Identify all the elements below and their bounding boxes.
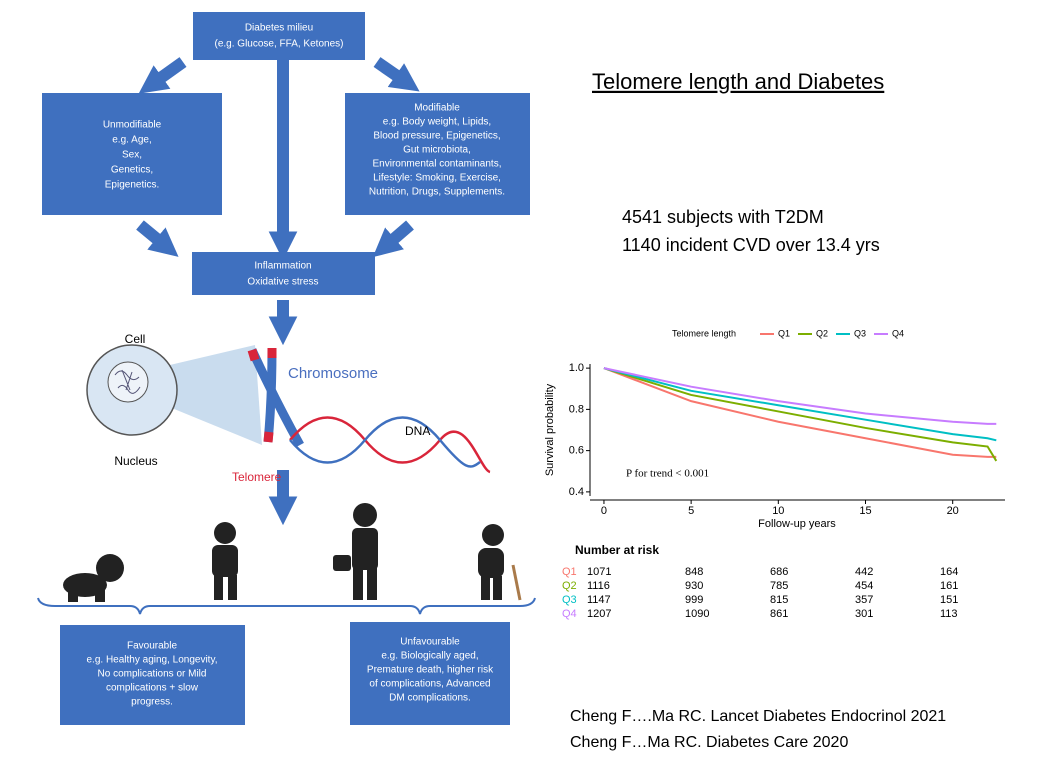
box-text: Sex, [122, 150, 142, 161]
x-tick-label: 15 [859, 505, 871, 517]
box-text: Premature death, higher risk [367, 665, 494, 676]
y-tick-label: 0.4 [569, 486, 584, 498]
risk-cell: 1071 [587, 566, 611, 578]
risk-cell: 357 [855, 594, 873, 606]
legend-label: Q1 [778, 328, 790, 338]
risk-row-label: Q4 [562, 608, 577, 620]
reference: Cheng F…Ma RC. Diabetes Care 2020 [570, 734, 848, 751]
risk-cell: 301 [855, 608, 873, 620]
risk-row-label: Q3 [562, 594, 577, 606]
x-tick-label: 20 [947, 505, 959, 517]
box-text: Modifiable [414, 103, 460, 114]
reference: Cheng F….Ma RC. Lancet Diabetes Endocrin… [570, 708, 946, 725]
risk-table-title: Number at risk [575, 543, 659, 557]
box-text: Blood pressure, Epigenetics, [373, 131, 500, 142]
telomere-label: Telomere [232, 470, 282, 484]
risk-cell: 1116 [587, 580, 610, 592]
risk-row-label: Q1 [562, 566, 577, 578]
chromosome-label: Chromosome [288, 365, 378, 382]
slide-title: Telomere length and Diabetes [592, 69, 884, 94]
y-tick-label: 0.6 [569, 445, 584, 457]
legend-label: Q3 [854, 328, 866, 338]
stress-box [192, 252, 375, 295]
box-text: DM complications. [389, 693, 471, 704]
risk-cell: 1207 [587, 608, 611, 620]
box-text: Diabetes milieu [245, 23, 313, 34]
milieu-box [193, 12, 365, 60]
risk-cell: 785 [770, 580, 788, 592]
risk-cell: 930 [685, 580, 703, 592]
risk-cell: 113 [940, 608, 958, 620]
risk-row-label: Q2 [562, 580, 577, 592]
y-axis-label: Survival probability [544, 383, 556, 476]
y-tick-label: 1.0 [569, 362, 584, 374]
box-text: Favourable [127, 641, 177, 652]
risk-cell: 686 [770, 566, 788, 578]
box-text: Gut microbiota, [403, 145, 471, 156]
box-text: Nutrition, Drugs, Supplements. [369, 187, 505, 198]
box-text: Lifestyle: Smoking, Exercise, [373, 173, 501, 184]
risk-cell: 164 [940, 566, 958, 578]
box-text: Genetics, [111, 165, 153, 176]
box-text: Unfavourable [400, 637, 460, 648]
survival-curve [604, 368, 996, 461]
stat-line: 1140 incident CVD over 13.4 yrs [622, 235, 880, 255]
legend-title: Telomere length [672, 328, 736, 338]
dna-label: DNA [405, 424, 430, 438]
x-tick-label: 0 [601, 505, 607, 517]
x-tick-label: 5 [688, 505, 694, 517]
risk-cell: 442 [855, 566, 873, 578]
x-axis-label: Follow-up years [758, 518, 836, 530]
risk-cell: 848 [685, 566, 703, 578]
box-text: Oxidative stress [247, 277, 318, 288]
box-text: of complications, Advanced [369, 679, 490, 690]
stat-line: 4541 subjects with T2DM [622, 207, 824, 227]
legend-label: Q2 [816, 328, 828, 338]
legend-label: Q4 [892, 328, 904, 338]
nucleus-label: Nucleus [114, 454, 157, 468]
box-text: Unmodifiable [103, 120, 162, 131]
risk-cell: 161 [940, 580, 958, 592]
box-text: e.g. Body weight, Lipids, [383, 117, 491, 128]
risk-cell: 815 [770, 594, 788, 606]
risk-cell: 454 [855, 580, 873, 592]
life-stage-silhouettes [63, 503, 520, 602]
cell-label: Cell [125, 332, 146, 346]
box-text: Environmental contaminants, [373, 159, 502, 170]
risk-cell: 151 [940, 594, 958, 606]
box-text: e.g. Biologically aged, [381, 651, 478, 662]
box-text: No complications or Mild [98, 669, 207, 680]
box-text: (e.g. Glucose, FFA, Ketones) [215, 39, 344, 50]
y-tick-label: 0.8 [569, 403, 584, 415]
x-tick-label: 10 [772, 505, 784, 517]
risk-cell: 861 [770, 608, 788, 620]
risk-cell: 1147 [587, 594, 611, 606]
risk-cell: 999 [685, 594, 703, 606]
annotation: P for trend < 0.001 [626, 468, 709, 480]
box-text: e.g. Healthy aging, Longevity, [86, 655, 217, 666]
slide: Cell Nucleus Chromosome DNA Telomere Tel… [0, 0, 1049, 758]
risk-cell: 1090 [685, 608, 709, 620]
brace [38, 598, 535, 614]
box-text: complications + slow [106, 683, 199, 694]
box-text: Inflammation [254, 261, 311, 272]
box-text: Epigenetics. [105, 180, 159, 191]
box-text: progress. [131, 697, 173, 708]
box-text: e.g. Age, [112, 135, 151, 146]
